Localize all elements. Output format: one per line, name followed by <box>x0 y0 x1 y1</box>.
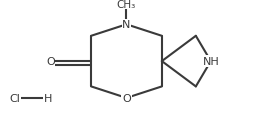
Text: O: O <box>122 93 131 103</box>
Text: H: H <box>44 93 52 103</box>
Text: Cl: Cl <box>10 93 20 103</box>
Text: N: N <box>122 20 131 30</box>
Text: O: O <box>46 57 55 66</box>
Text: NH: NH <box>202 57 219 66</box>
Text: CH₃: CH₃ <box>117 0 136 9</box>
